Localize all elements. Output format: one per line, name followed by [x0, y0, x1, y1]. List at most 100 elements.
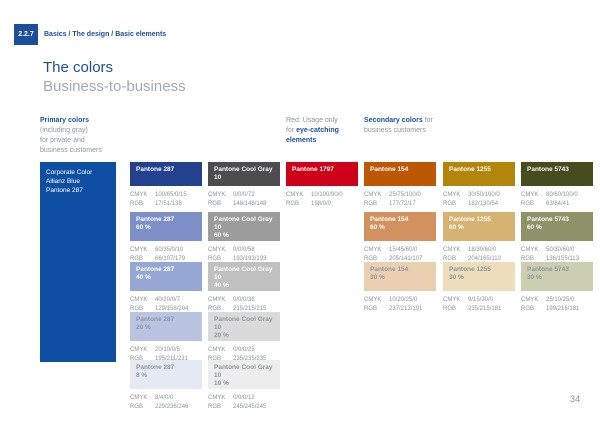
cmyk-value: 0/0/0/72 [233, 192, 255, 198]
color-chip: Pantone 287 [130, 162, 202, 186]
color-swatch-grid: Pantone 287 CMYK 100/65/0/15 RGB 17/51/136 Pa… [0, 162, 600, 424]
color-chip: Pantone 5743 30 % [521, 262, 593, 291]
page-title: The colors [43, 59, 114, 76]
page-subtitle: Business-to-business [43, 78, 186, 95]
swatch-label: Pantone 5743 [527, 266, 569, 273]
swatch-tint: 30 % [449, 274, 464, 281]
swatch-block-pantone-287-40%: Pantone 287 40 % CMYK 40/20/0/7 RGB 129/158/2… [130, 262, 202, 314]
swatch-tint: 40 % [136, 274, 151, 281]
cmyk-value: 0/0/0/25 [233, 347, 255, 353]
rgb-value: 205/141/107 [389, 256, 423, 262]
swatch-tint: 8 % [136, 372, 148, 379]
swatch-block-pantone-154: Pantone 154 CMYK 25/75/100/0 RGB 177/72/17 [364, 162, 436, 209]
swatch-values: CMYK 0/0/0/58 RGB 193/193/193 [208, 246, 280, 264]
rgb-value: 177/72/17 [389, 201, 416, 207]
cmyk-value: 9/15/30/0 [468, 297, 494, 303]
swatch-values: CMYK 40/20/0/7 RGB 129/158/204 [130, 296, 202, 314]
swatch-tint: 10 % [214, 380, 229, 387]
cmyk-label: CMYK [364, 247, 382, 253]
swatch-label: Pantone 154 [370, 216, 409, 223]
rgb-label: RGB [130, 306, 144, 312]
swatch-tint: 20 % [214, 332, 229, 339]
swatch-values: CMYK 8/4/0/0 RGB 229/236/246 [130, 394, 202, 412]
primary-note-heading: Primary colors [40, 117, 90, 124]
rgb-label: RGB [208, 306, 222, 312]
rgb-value: 63/84/41 [546, 201, 570, 207]
swatch-values: CMYK 0/0/0/12 RGB 245/245/245 [208, 394, 280, 412]
secondary-note-line2: business customers [364, 127, 426, 134]
rgb-label: RGB [364, 201, 378, 207]
rgb-label: RGB [130, 256, 144, 262]
swatch-block-pantone-287-60%: Pantone 287 60 % CMYK 60/35/0/10 RGB 66/107/1… [130, 212, 202, 264]
color-chip: Pantone 5743 60 % [521, 212, 593, 241]
cmyk-label: CMYK [130, 395, 148, 401]
primary-note-line4: business customers [40, 147, 102, 154]
rgb-label: RGB [521, 201, 535, 207]
color-chip: Pantone 287 40 % [130, 262, 202, 291]
cmyk-label: CMYK [521, 247, 539, 253]
rgb-value: 136/155/113 [546, 256, 579, 262]
rgb-label: RGB [443, 306, 457, 312]
rgb-value: 66/107/179 [155, 256, 186, 262]
rgb-value: 129/158/204 [155, 306, 189, 312]
cmyk-value: 30/50/100/0 [468, 192, 500, 198]
rgb-label: RGB [443, 201, 457, 207]
rgb-value: 204/165/110 [468, 256, 501, 262]
rgb-value: 199/216/181 [546, 306, 580, 312]
cmyk-label: CMYK [443, 297, 461, 303]
swatch-label: Pantone 1255 [449, 266, 491, 273]
swatch-block-pantone-287-20%: Pantone 287 20 % CMYK 20/10/0/5 RGB 195/211/2… [130, 312, 202, 364]
rgb-value: 235/235/235 [233, 356, 267, 362]
breadcrumb: Basics / The design / Basic elements [44, 31, 167, 38]
red-usage-note: Red: Usage only for eye-catching element… [286, 116, 362, 146]
cmyk-value: 50/30/60/0 [546, 247, 575, 253]
swatch-label: Pantone Cool Gray 10 [214, 216, 273, 231]
rgb-label: RGB [443, 256, 457, 262]
swatch-label: Pantone Cool Gray 10 [214, 266, 273, 281]
cmyk-value: 15/45/60/0 [389, 247, 418, 253]
swatch-label: Pantone Cool Gray 10 [214, 166, 273, 181]
swatch-values: CMYK 100/65/0/15 RGB 17/51/136 [130, 191, 202, 209]
rgb-value: 17/51/136 [155, 201, 182, 207]
swatch-label: Pantone 5743 [527, 216, 569, 223]
cmyk-value: 8/4/0/0 [155, 395, 174, 401]
swatch-label: Pantone Cool Gray 10 [214, 316, 273, 331]
swatch-values: CMYK 30/50/100/0 RGB 182/130/54 [443, 191, 515, 209]
secondary-note-heading: Secondary colors [364, 117, 423, 124]
swatch-block-pantone-5743: Pantone 5743 CMYK 80/60/100/0 RGB 63/84/41 [521, 162, 593, 209]
swatch-label: Pantone 154 [370, 166, 409, 173]
red-note-emphasis: eye-catching [296, 127, 339, 134]
red-note-line2-prefix: for [286, 127, 297, 134]
swatch-block-pantone-cool-gray-10-20%: Pantone Cool Gray 10 20 % CMYK 0/0/0/25 RGB 2… [208, 312, 280, 364]
secondary-note-suffix: for [422, 117, 433, 124]
cmyk-label: CMYK [130, 192, 148, 198]
swatch-label: Pantone 287 [136, 316, 175, 323]
swatch-label: Pantone 287 [136, 166, 175, 173]
swatch-tint: 20 % [136, 324, 151, 331]
cmyk-value: 40/20/0/7 [155, 297, 181, 303]
page-number: 34 [570, 394, 581, 404]
rgb-label: RGB [521, 256, 535, 262]
cmyk-label: CMYK [208, 395, 226, 401]
swatch-block-pantone-154-60%: Pantone 154 60 % CMYK 15/45/60/0 RGB 205/141/… [364, 212, 436, 264]
cmyk-value: 80/60/100/0 [546, 192, 578, 198]
cmyk-label: CMYK [443, 192, 461, 198]
swatch-tint: 60 % [214, 232, 229, 239]
cmyk-value: 60/35/0/10 [155, 247, 184, 253]
swatch-tint: 60 % [136, 224, 151, 231]
rgb-value: 198/0/0 [311, 201, 332, 207]
color-chip: Pantone 154 [364, 162, 436, 186]
color-chip: Pantone Cool Gray 10 20 % [208, 312, 280, 341]
swatch-values: CMYK 18/30/60/0 RGB 204/165/110 [443, 246, 515, 264]
rgb-label: RGB [208, 356, 222, 362]
primary-colors-note: Primary colors (including gray) for priv… [40, 116, 125, 156]
swatch-tint: 60 % [527, 224, 542, 231]
swatch-label: Pantone 287 [136, 266, 175, 273]
color-chip: Pantone 1255 60 % [443, 212, 515, 241]
cmyk-value: 10/20/25/0 [389, 297, 418, 303]
rgb-value: 229/236/246 [155, 404, 189, 410]
cmyk-label: CMYK [364, 297, 382, 303]
swatch-label: Pantone 287 [136, 364, 175, 371]
corporate-swatch-line1: Corporate Color [46, 169, 93, 176]
swatch-block-pantone-154-30%: Pantone 154 30 % CMYK 10/20/25/0 RGB 237/212/… [364, 262, 436, 314]
